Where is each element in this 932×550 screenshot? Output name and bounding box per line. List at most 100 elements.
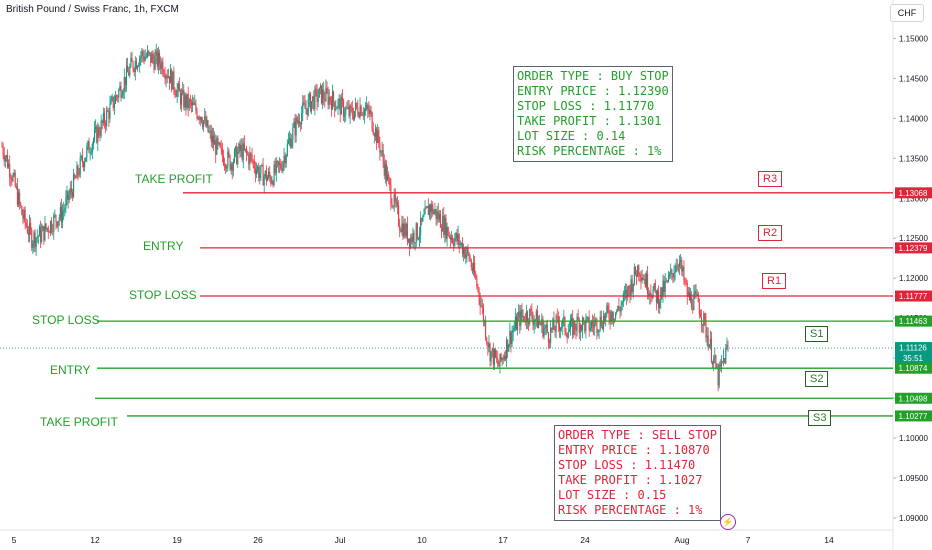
candle-body bbox=[68, 194, 70, 200]
candle-body bbox=[150, 52, 152, 63]
candle-body bbox=[220, 146, 222, 148]
candle-body bbox=[4, 157, 6, 162]
candle-body bbox=[154, 55, 156, 70]
candle-body bbox=[346, 108, 348, 109]
sell-stop-loss-label: STOP LOSS bbox=[32, 313, 100, 327]
candle-body bbox=[445, 217, 447, 239]
price-badge-label: 1.11777 bbox=[899, 292, 928, 301]
candle-body bbox=[465, 254, 467, 259]
candle-body bbox=[379, 143, 381, 153]
lightning-icon[interactable]: ⚡ bbox=[720, 514, 736, 530]
candle-body bbox=[384, 164, 386, 176]
candle-body bbox=[184, 95, 186, 108]
candle-body bbox=[409, 238, 411, 248]
candle-body bbox=[175, 94, 177, 97]
countdown-label: 35:51 bbox=[903, 354, 924, 363]
candle-body bbox=[282, 162, 284, 171]
candle-body bbox=[540, 322, 542, 326]
candle-body bbox=[102, 112, 104, 123]
candle-body bbox=[167, 76, 169, 78]
x-tick-label: 10 bbox=[417, 535, 427, 545]
candle-body bbox=[125, 65, 128, 86]
candle-body bbox=[586, 317, 588, 319]
candle-body bbox=[136, 66, 139, 69]
candle-body bbox=[231, 163, 233, 171]
sell-order-take-profit: TAKE PROFIT : 1.1027 bbox=[558, 473, 703, 487]
currency-label: CHF bbox=[897, 8, 917, 18]
candle-body bbox=[443, 215, 445, 235]
candle-body bbox=[611, 311, 613, 321]
candle-body bbox=[390, 184, 392, 204]
candle-body bbox=[297, 120, 299, 123]
candle-body bbox=[98, 127, 100, 135]
candle-body bbox=[528, 322, 530, 324]
candle-body bbox=[399, 224, 401, 231]
candle-body bbox=[238, 143, 240, 153]
candle-body bbox=[660, 287, 662, 303]
x-tick-label: Aug bbox=[674, 535, 689, 545]
candle-body bbox=[417, 238, 419, 240]
candle-body bbox=[591, 321, 594, 325]
candle-body bbox=[55, 215, 57, 222]
x-tick-label: 12 bbox=[90, 535, 100, 545]
candle-body bbox=[583, 317, 585, 322]
candle-body bbox=[277, 161, 280, 166]
x-tick-label: 5 bbox=[12, 535, 17, 545]
candle-body bbox=[576, 316, 578, 331]
candle-body bbox=[710, 338, 713, 362]
candle-body bbox=[153, 59, 155, 70]
candle-body bbox=[206, 120, 208, 127]
candle-body bbox=[362, 114, 364, 116]
candle-body bbox=[20, 203, 22, 207]
price-badge bbox=[895, 315, 932, 327]
candle-body bbox=[471, 267, 473, 272]
candles-group bbox=[1, 43, 729, 392]
y-tick-label: 1.12000 bbox=[899, 274, 928, 283]
candle-body bbox=[519, 311, 521, 326]
candle-body bbox=[510, 331, 512, 345]
candle-body bbox=[378, 130, 380, 144]
candle-body bbox=[385, 164, 388, 181]
x-tick-label: 7 bbox=[746, 535, 751, 545]
candle-body bbox=[163, 73, 165, 76]
candle-body bbox=[627, 286, 629, 298]
candle-body bbox=[266, 177, 269, 181]
candle-body bbox=[651, 296, 653, 299]
candle-body bbox=[598, 329, 600, 332]
candle-body bbox=[636, 274, 638, 277]
candle-body bbox=[81, 156, 83, 163]
sell-order-type: ORDER TYPE : SELL STOP bbox=[558, 428, 717, 442]
sell-take-profit-label: TAKE PROFIT bbox=[40, 415, 118, 429]
candle-body bbox=[618, 306, 620, 310]
candle-body bbox=[65, 198, 67, 209]
candle-body bbox=[314, 88, 316, 109]
candle-body bbox=[296, 117, 298, 123]
candle-body bbox=[247, 153, 249, 155]
candle-body bbox=[572, 317, 574, 335]
candle-body bbox=[348, 106, 350, 116]
candle-body bbox=[67, 191, 69, 200]
sell-order-risk: RISK PERCENTAGE : 1% bbox=[558, 503, 703, 517]
candle-body bbox=[307, 99, 309, 115]
candle-body bbox=[433, 211, 435, 215]
candle-body bbox=[434, 209, 436, 212]
candle-body bbox=[522, 316, 524, 317]
candle-body bbox=[350, 105, 352, 108]
candle-body bbox=[252, 160, 254, 162]
candle-body bbox=[589, 327, 591, 331]
candle-body bbox=[707, 335, 709, 348]
candle-body bbox=[431, 204, 433, 213]
candle-body bbox=[48, 232, 50, 233]
candle-body bbox=[90, 152, 92, 154]
candle-body bbox=[215, 140, 217, 155]
candle-body bbox=[374, 128, 377, 137]
candle-body bbox=[395, 202, 397, 204]
candle-body bbox=[547, 332, 549, 342]
candle-body bbox=[518, 311, 520, 318]
candle-body bbox=[622, 294, 624, 303]
candle-body bbox=[400, 230, 402, 232]
candle-body bbox=[43, 226, 45, 241]
candle-body bbox=[246, 148, 248, 154]
currency-button[interactable]: CHF bbox=[890, 4, 924, 22]
